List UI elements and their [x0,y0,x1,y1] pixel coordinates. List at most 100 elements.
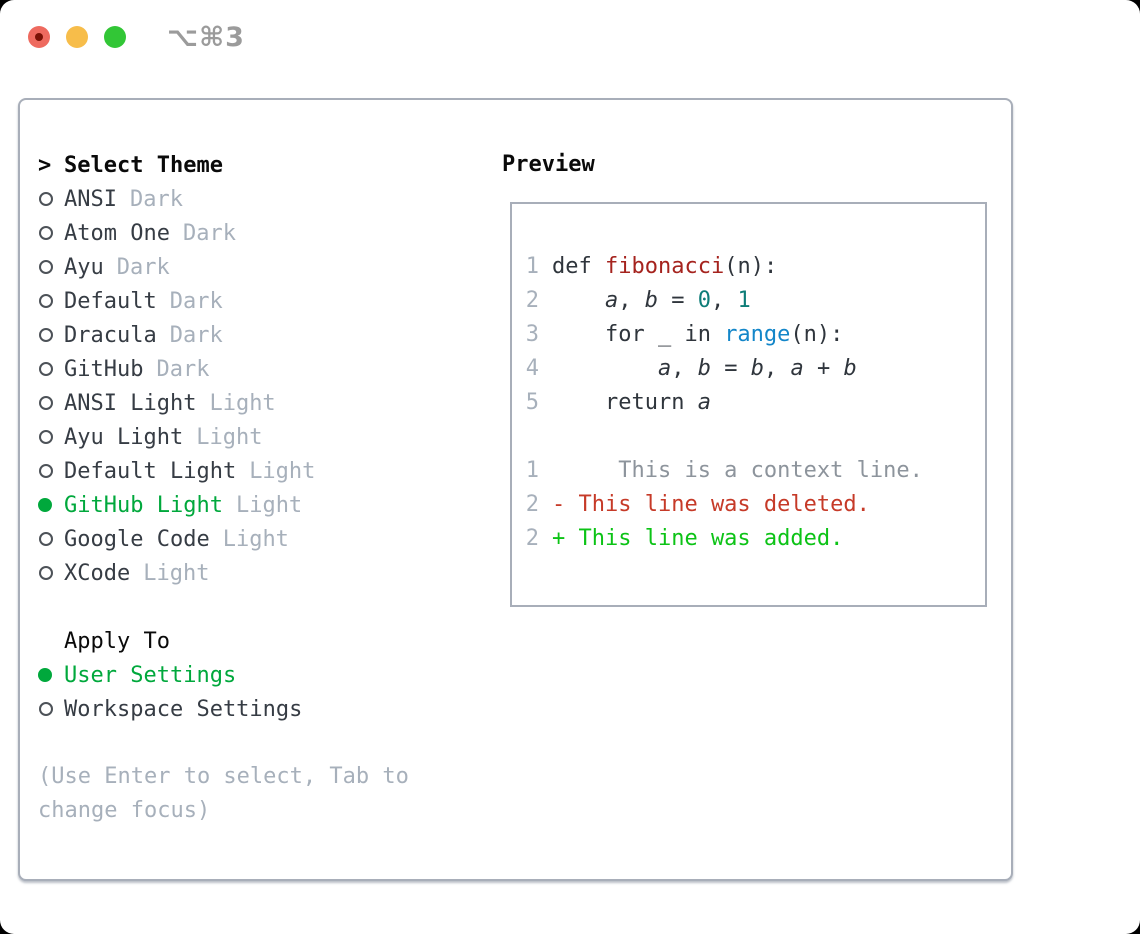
code-line [524,420,985,454]
theme-option[interactable]: GitHub Light Light [38,488,478,522]
radio-cell [38,566,64,580]
radio-icon [39,260,53,274]
radio-selected-icon [38,498,52,512]
line-number: 4 [525,356,539,381]
theme-variant-tag: Light [209,390,276,416]
preview-header: Preview [502,152,595,177]
theme-variant-tag: Light [249,458,316,484]
option-label: Ayu [64,254,104,280]
hint-line: (Use Enter to select, Tab to [38,764,409,789]
line-number [524,420,539,454]
radio-cell [38,532,64,546]
theme-variant-tag: Dark [169,288,223,314]
close-icon[interactable] [28,26,50,48]
radio-cell [38,294,64,308]
option-label: Google Code [64,526,210,552]
radio-icon [39,566,53,580]
radio-cell [38,396,64,410]
radio-icon [39,226,53,240]
theme-option[interactable]: XCode Light [38,556,478,590]
theme-option[interactable]: ANSI Light Light [38,386,478,420]
code-text: This is a context line. [552,458,923,483]
theme-option[interactable]: Dracula Dark [38,318,478,352]
code-line: 2 + This line was added. [524,522,985,556]
theme-list-column: > Select Theme ANSI Dark Atom One Dark Ayu Da… [38,148,478,828]
theme-variant-tag: Dark [156,356,210,382]
theme-variant-tag: Dark [116,254,170,280]
theme-option[interactable]: Google Code Light [38,522,478,556]
theme-option[interactable]: Atom One Dark [38,216,478,250]
theme-variant-tag: Light [196,424,263,450]
theme-option[interactable]: Default Dark [38,284,478,318]
line-number: 2 [525,526,539,551]
theme-option[interactable]: ANSI Dark [38,182,478,216]
radio-icon [39,702,53,716]
radio-cell [38,362,64,376]
select-theme-header: > Select Theme [38,148,478,182]
spacer [38,590,478,624]
apply-to-option[interactable]: Workspace Settings [38,692,478,726]
theme-variant-tag: Dark [169,322,223,348]
theme-option[interactable]: GitHub Dark [38,352,478,386]
radio-cell [38,464,64,478]
code-text: a, b = b, a + b [657,356,857,381]
theme-variant-tag: Dark [182,220,236,246]
line-number: 3 [525,322,539,347]
minimize-icon[interactable] [66,26,88,48]
code-line: 3 for _ in range(n): [524,318,985,352]
line-number: 2 [525,288,539,313]
zoom-icon[interactable] [104,26,126,48]
theme-variant-tag: Dark [129,186,183,212]
window-title: ⌥⌘3 [167,22,245,53]
option-label: ANSI Light [64,390,197,416]
option-label: Default Light [64,458,237,484]
select-theme-title: Select Theme [64,152,223,178]
code-text: def fibonacci(n): [552,254,778,279]
selection-caret-icon: > [38,152,52,178]
window-titlebar: ⌥⌘3 [0,0,1140,75]
radio-icon [39,532,53,546]
theme-variant-tag: Light [222,526,289,552]
radio-cell [38,498,64,512]
theme-option[interactable]: Ayu Dark [38,250,478,284]
hint-line: change focus) [38,798,211,823]
apply-to-list: User Settings Workspace Settings [38,658,478,726]
option-label: GitHub [64,356,144,382]
code-text: a, b = 0, 1 [604,288,751,313]
radio-icon [39,294,53,308]
code-line: 2 a, b = 0, 1 [524,284,985,318]
line-number: 1 [525,254,539,279]
option-label: Dracula [64,322,157,348]
code-text: for _ in range(n): [552,322,844,347]
theme-option[interactable]: Default Light Light [38,454,478,488]
radio-icon [39,362,53,376]
radio-cell [38,430,64,444]
code-text: return a [552,390,711,415]
code-text: + This line was added. [552,526,844,551]
option-label: Default [64,288,157,314]
apply-to-header: Apply To [38,624,478,658]
code-line: 5 return a [524,386,985,420]
apply-to-title: Apply To [64,628,170,654]
radio-cell [38,226,64,240]
theme-list: ANSI Dark Atom One Dark Ayu Dark Default Dark Dr… [38,182,478,590]
radio-icon [39,430,53,444]
theme-picker-panel: > Select Theme ANSI Dark Atom One Dark Ayu Da… [18,98,1013,881]
option-label: Ayu Light [64,424,184,450]
option-label: Atom One [64,220,170,246]
code-line: 4 a, b = b, a + b [524,352,985,386]
option-label: GitHub Light [64,492,223,518]
option-label: Workspace Settings [64,696,303,722]
radio-cell [38,668,64,682]
apply-to-option[interactable]: User Settings [38,658,478,692]
option-label: XCode [64,560,131,586]
radio-icon [39,192,53,206]
option-label: ANSI [64,186,117,212]
theme-option[interactable]: Ayu Light Light [38,420,478,454]
radio-icon [39,464,53,478]
radio-cell [38,328,64,342]
radio-icon [39,328,53,342]
